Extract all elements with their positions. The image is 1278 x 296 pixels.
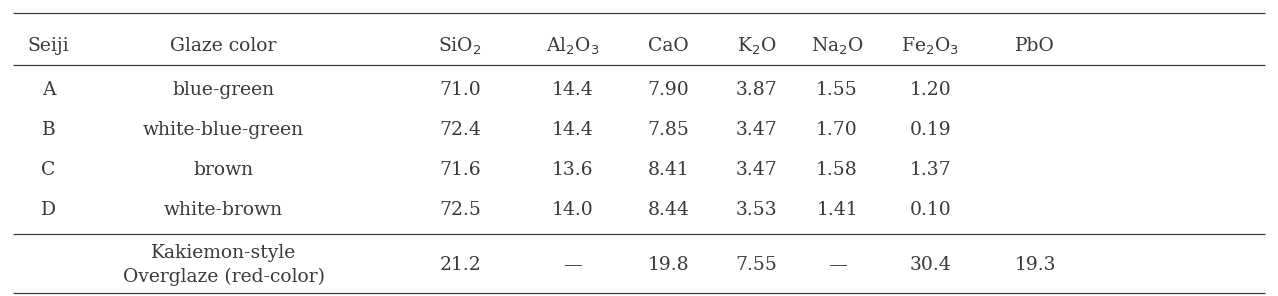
Text: 13.6: 13.6 <box>552 161 593 179</box>
Text: white-brown: white-brown <box>164 201 284 219</box>
Text: 8.41: 8.41 <box>648 161 689 179</box>
Text: Fe$_2$O$_3$: Fe$_2$O$_3$ <box>901 35 960 57</box>
Text: 0.19: 0.19 <box>910 121 951 139</box>
Text: CaO: CaO <box>648 37 689 55</box>
Text: 21.2: 21.2 <box>440 256 481 274</box>
Text: —: — <box>828 256 846 274</box>
Text: 7.90: 7.90 <box>648 81 689 99</box>
Text: C: C <box>41 161 56 179</box>
Text: 1.55: 1.55 <box>817 81 858 99</box>
Text: 3.87: 3.87 <box>736 81 777 99</box>
Text: 3.47: 3.47 <box>736 161 777 179</box>
Text: 1.20: 1.20 <box>910 81 951 99</box>
Text: brown: brown <box>193 161 254 179</box>
Text: Kakiemon-style
Overglaze (red-color): Kakiemon-style Overglaze (red-color) <box>123 244 325 286</box>
Text: 72.5: 72.5 <box>440 201 481 219</box>
Text: white-blue-green: white-blue-green <box>143 121 304 139</box>
Text: 0.10: 0.10 <box>910 201 951 219</box>
Text: 71.6: 71.6 <box>440 161 481 179</box>
Text: D: D <box>41 201 56 219</box>
Text: 14.4: 14.4 <box>552 81 593 99</box>
Text: 1.41: 1.41 <box>817 201 858 219</box>
Text: 8.44: 8.44 <box>648 201 689 219</box>
Text: K$_2$O: K$_2$O <box>737 35 776 57</box>
Text: 71.0: 71.0 <box>440 81 481 99</box>
Text: A: A <box>42 81 55 99</box>
Text: 3.47: 3.47 <box>736 121 777 139</box>
Text: 1.37: 1.37 <box>910 161 951 179</box>
Text: Al$_2$O$_3$: Al$_2$O$_3$ <box>546 35 599 57</box>
Text: 14.4: 14.4 <box>552 121 593 139</box>
Text: 19.8: 19.8 <box>648 256 689 274</box>
Text: 30.4: 30.4 <box>910 256 951 274</box>
Text: 1.70: 1.70 <box>817 121 858 139</box>
Text: 3.53: 3.53 <box>736 201 777 219</box>
Text: 7.55: 7.55 <box>736 256 777 274</box>
Text: PbO: PbO <box>1015 37 1056 55</box>
Text: B: B <box>42 121 55 139</box>
Text: 72.4: 72.4 <box>440 121 481 139</box>
Text: 7.85: 7.85 <box>648 121 689 139</box>
Text: SiO$_2$: SiO$_2$ <box>438 35 482 57</box>
Text: —: — <box>564 256 581 274</box>
Text: 1.58: 1.58 <box>817 161 858 179</box>
Text: Na$_2$O: Na$_2$O <box>810 35 864 57</box>
Text: Seiji: Seiji <box>28 37 69 55</box>
Text: Glaze color: Glaze color <box>170 37 277 55</box>
Text: 19.3: 19.3 <box>1015 256 1056 274</box>
Text: blue-green: blue-green <box>173 81 275 99</box>
Text: 14.0: 14.0 <box>552 201 593 219</box>
